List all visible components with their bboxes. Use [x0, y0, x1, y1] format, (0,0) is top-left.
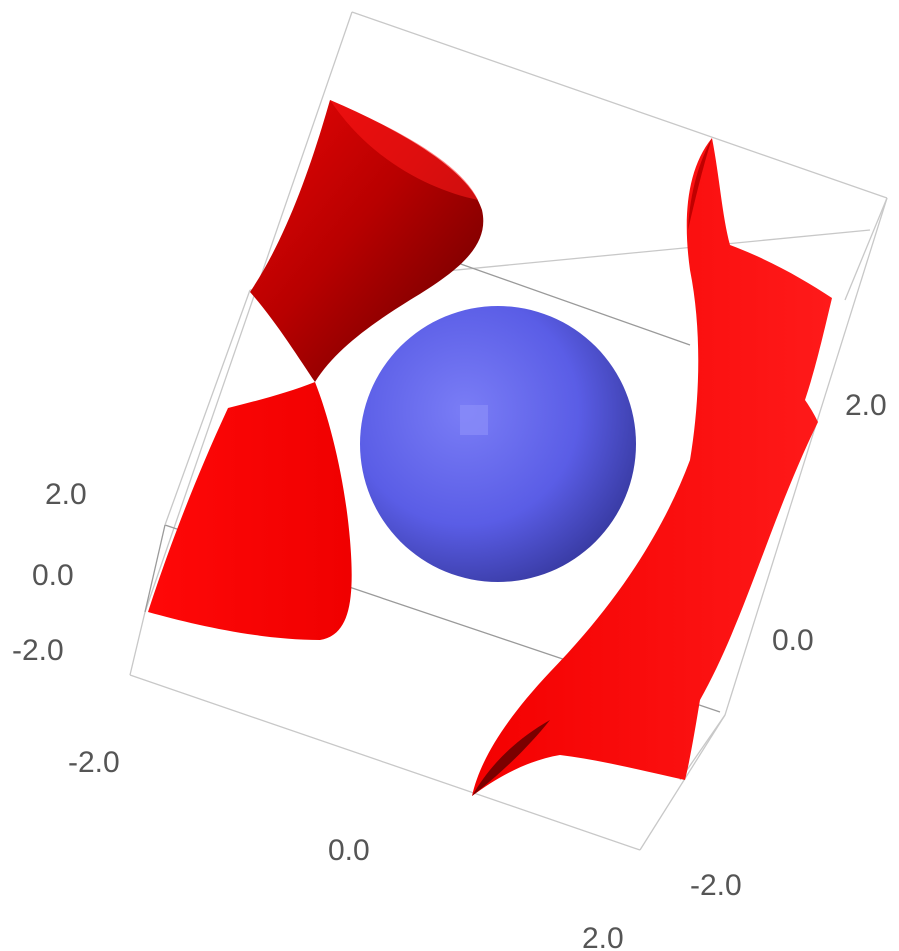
tick-label: 2.0	[845, 389, 887, 422]
axis-front-bottom-ticks: -2.0 0.0 2.0	[68, 746, 624, 951]
axis-right-side-ticks: 2.0 0.0 -2.0	[690, 389, 887, 902]
tick-label: 2.0	[582, 922, 624, 951]
red-surface-upper-left	[250, 100, 484, 382]
tick-label: 0.0	[772, 624, 814, 657]
red-surface-lower-left	[148, 382, 352, 640]
axis-vertical-left-ticks: 2.0 0.0 -2.0	[12, 478, 87, 667]
red-surface-right	[472, 138, 832, 796]
tick-label: -2.0	[12, 634, 64, 667]
blue-sphere	[360, 306, 636, 582]
tick-label: 0.0	[32, 559, 74, 592]
tick-label: 2.0	[45, 478, 87, 511]
tick-label: -2.0	[690, 869, 742, 902]
tick-label: -2.0	[68, 746, 120, 779]
tick-label: 0.0	[328, 834, 370, 867]
